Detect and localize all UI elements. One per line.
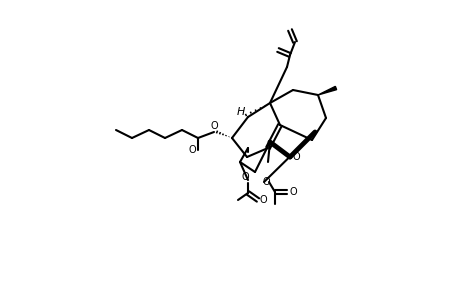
Text: O: O bbox=[291, 152, 299, 162]
Text: O: O bbox=[241, 172, 248, 182]
Text: O: O bbox=[262, 177, 269, 187]
Text: H: H bbox=[236, 107, 245, 117]
Polygon shape bbox=[317, 86, 336, 95]
Text: O: O bbox=[258, 195, 266, 205]
Text: O: O bbox=[210, 121, 218, 131]
Text: O: O bbox=[289, 187, 296, 197]
Text: O: O bbox=[188, 145, 196, 155]
